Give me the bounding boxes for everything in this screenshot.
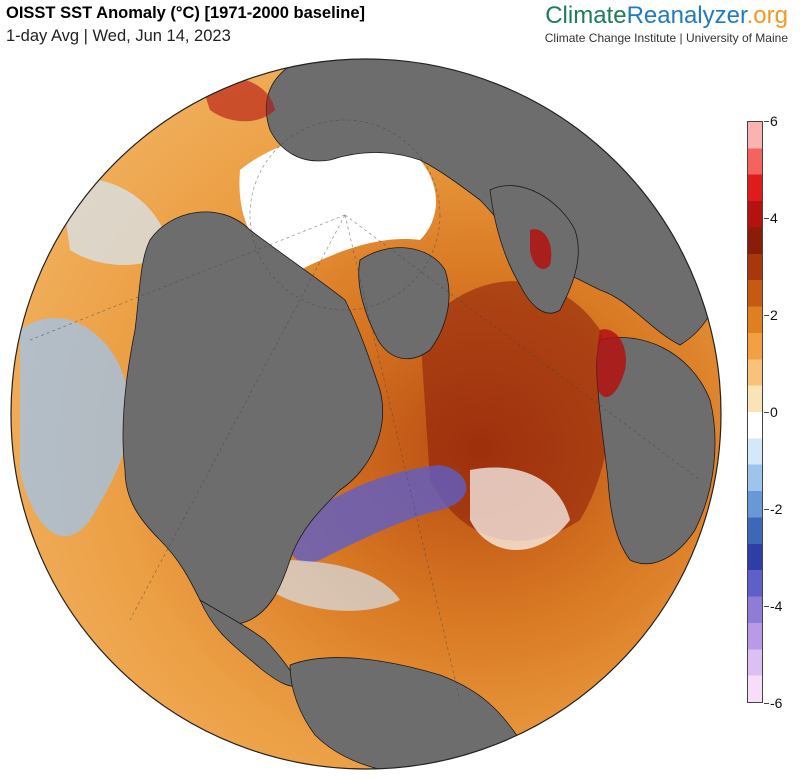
- colorbar-tick: [764, 606, 769, 607]
- baltic-sea: [530, 229, 552, 270]
- atlantic-cool-patch: [470, 467, 570, 550]
- colorbar-tick: [764, 218, 769, 219]
- colorbar-tick: [764, 703, 769, 704]
- colorbar-tick: [764, 509, 769, 510]
- greenland-land: [358, 247, 450, 359]
- brand-name: ClimateReanalyzer.org: [545, 2, 788, 30]
- colorbar-tick: [764, 121, 769, 122]
- colorbar-tick-label: 2: [770, 307, 778, 323]
- brand-logo[interactable]: ClimateReanalyzer.org Climate Change Ins…: [545, 2, 788, 45]
- colorbar-tick: [764, 315, 769, 316]
- colorbar-tick-label: 4: [770, 210, 778, 226]
- graticule: [29, 119, 701, 701]
- colorbar-tick-label: 6: [770, 113, 778, 129]
- mediterranean-sea: [596, 329, 626, 398]
- pacific-cool-patch: [20, 318, 131, 537]
- brand-tagline: Climate Change Institute | University of…: [544, 31, 788, 45]
- arctic-sea-ice: [239, 134, 437, 270]
- africa-land: [596, 337, 716, 564]
- north-atlantic-warm: [420, 281, 611, 541]
- globe-outline: [10, 58, 722, 770]
- map-subtitle: 1-day Avg | Wed, Jun 14, 2023: [6, 27, 231, 45]
- map-title: OISST SST Anomaly (°C) [1971-2000 baseli…: [6, 4, 366, 22]
- colorbar: [747, 121, 763, 703]
- pacific-cool-patch-2: [60, 178, 170, 265]
- brand-name-part3: .org: [746, 2, 788, 29]
- gulf-stream-cool-band: [289, 465, 467, 563]
- colorbar-tick-label: 0: [770, 404, 778, 420]
- brand-name-part2: Reanalyzer: [626, 2, 747, 29]
- colorbar-tick-label: -2: [770, 501, 783, 517]
- colorbar-tick-label: -4: [770, 598, 783, 614]
- brand-name-part1: Climate: [545, 2, 627, 29]
- colorbar-tick-label: -6: [770, 695, 783, 711]
- colorbar-tick: [764, 412, 769, 413]
- north-america-land: [122, 211, 383, 625]
- atlantic-light-patch: [270, 560, 400, 611]
